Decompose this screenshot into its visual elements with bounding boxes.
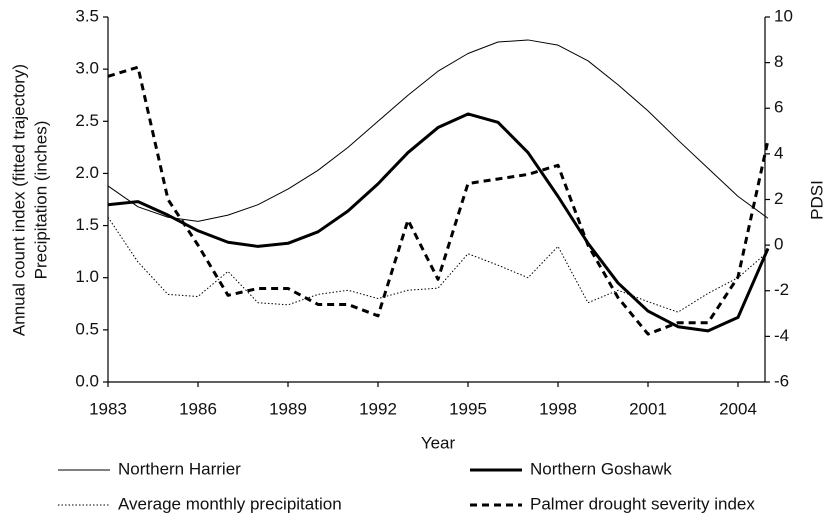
y2-tick-label: 10 [774, 6, 793, 25]
y-tick-label: 1.0 [75, 267, 99, 286]
x-axis-label: Year [421, 433, 456, 452]
y-tick-label: 3.0 [75, 59, 99, 78]
series-line [107, 39, 769, 222]
y-tick-label: 3.5 [75, 6, 99, 25]
legend-label: Average monthly precipitation [118, 494, 342, 513]
y2-tick-label: 0 [774, 235, 783, 254]
series-line [107, 112, 770, 333]
y-tick-label: 1.5 [75, 215, 99, 234]
y-tick-label: 2.5 [75, 111, 99, 130]
y2-tick-label: -6 [774, 371, 789, 390]
y2-tick-label: -4 [774, 326, 789, 345]
y2-tick-label: 6 [774, 98, 783, 117]
x-tick-label: 2004 [719, 399, 757, 418]
y-axis-label: Annual count index (fitted trajectory) [9, 64, 28, 336]
y2-tick-label: 8 [774, 52, 783, 71]
x-tick-label: 1986 [179, 399, 217, 418]
series-line [107, 65, 770, 336]
legend-label: Northern Harrier [118, 459, 241, 478]
series-line [107, 216, 769, 313]
x-tick-label: 1983 [89, 399, 127, 418]
y-tick-label: 0.5 [75, 319, 99, 338]
y2-tick-label: -2 [774, 280, 789, 299]
y-tick-label: 2.0 [75, 163, 99, 182]
legend-label: Palmer drought severity index [530, 494, 755, 513]
legend-label: Northern Goshawk [530, 459, 672, 478]
y-axis-label: Precipitation (inches) [31, 121, 50, 280]
y2-tick-label: 4 [774, 143, 783, 162]
x-tick-label: 1998 [539, 399, 577, 418]
x-tick-label: 1989 [269, 399, 307, 418]
y2-tick-label: 2 [774, 189, 783, 208]
x-tick-label: 1995 [449, 399, 487, 418]
x-tick-label: 2001 [629, 399, 667, 418]
y2-axis-label: PDSI [807, 180, 826, 220]
x-tick-label: 1992 [359, 399, 397, 418]
y-tick-label: 0.0 [75, 371, 99, 390]
